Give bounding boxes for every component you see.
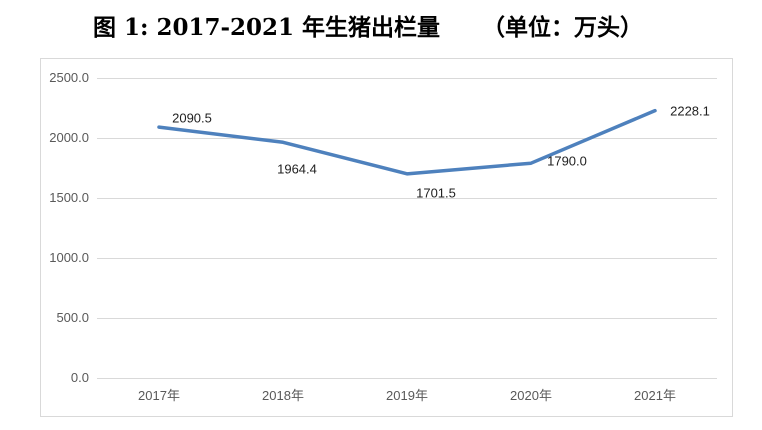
x-axis-tick-label: 2017年	[138, 388, 180, 403]
chart-title-unit: （单位：万头）	[482, 14, 644, 41]
data-label: 1701.5	[416, 185, 456, 201]
series-line	[157, 108, 657, 176]
chart-frame: 0.0 500.0 1000.0 1500.0 2000.0 2500.0 2017年 201…	[40, 58, 733, 417]
data-label: 1964.4	[277, 161, 317, 177]
x-axis-tick-label: 2020年	[510, 388, 552, 403]
y-axis-tick-label: 2500.0	[49, 70, 89, 85]
y-axis-tick-label: 500.0	[56, 310, 89, 325]
chart-title: 图 1: 2017-2021 年生猪出栏量 （单位：万头）	[0, 8, 749, 42]
y-axis-tick-label: 1500.0	[49, 190, 89, 205]
x-axis-tick-label: 2019年	[386, 388, 428, 403]
gridline	[97, 78, 717, 79]
data-label: 2090.5	[172, 110, 212, 126]
x-axis-tick-label: 2018年	[262, 388, 304, 403]
y-axis-tick-label: 2000.0	[49, 130, 89, 145]
gridline	[97, 318, 717, 319]
gridline	[97, 258, 717, 259]
data-label: 2228.1	[670, 103, 710, 119]
gridline	[97, 138, 717, 139]
y-axis-tick-label: 0.0	[70, 370, 89, 385]
x-axis-tick-label: 2021年	[634, 388, 676, 403]
gridline	[97, 378, 717, 379]
gridline	[97, 198, 717, 199]
y-axis-tick-label: 1000.0	[49, 250, 89, 265]
line-chart-canvas	[157, 108, 657, 176]
chart-title-text: 图 1: 2017-2021 年生猪出栏量	[92, 14, 441, 41]
data-label: 1790.0	[547, 153, 587, 169]
